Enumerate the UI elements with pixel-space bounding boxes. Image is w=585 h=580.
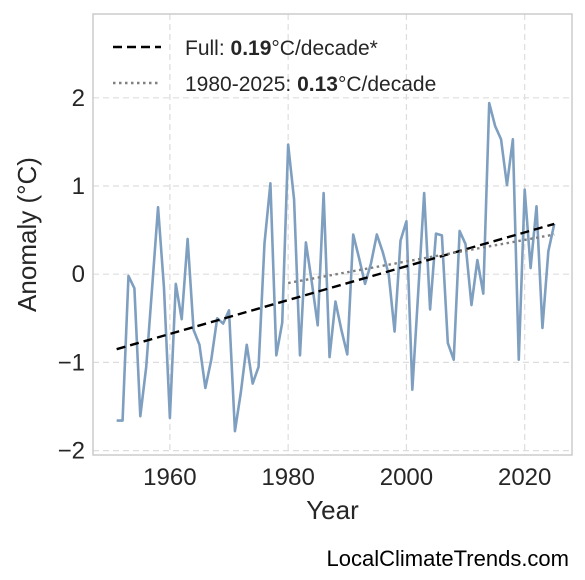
full-trend-line — [116, 222, 555, 351]
anomaly-line — [116, 101, 556, 433]
series-layer — [116, 101, 556, 433]
legend-1980-suffix: °C/decade — [338, 73, 436, 96]
x-tick-label-2020: 2020 — [498, 464, 551, 491]
tick-labels: 1960 1980 2000 2020 −2 −1 0 1 2 — [58, 85, 552, 491]
legend-full-prefix: Full: — [185, 37, 231, 60]
legend: Full: 0.19°C/decade* 1980-2025: 0.13°C/d… — [113, 37, 436, 96]
x-tick-label-1960: 1960 — [143, 464, 196, 491]
y-axis-label: Anomaly (°C) — [12, 157, 42, 312]
y-tick-label--1: −1 — [58, 349, 85, 376]
legend-full-suffix: °C/decade* — [271, 37, 377, 60]
legend-full-value: 0.19 — [231, 37, 272, 60]
y-tick-label-2: 2 — [72, 85, 85, 112]
y-tick-label--2: −2 — [58, 438, 85, 465]
source-credit: LocalClimateTrends.com — [326, 546, 570, 571]
legend-label-1980-trend: 1980-2025: 0.13°C/decade — [185, 73, 436, 96]
legend-1980-value: 0.13 — [297, 73, 338, 96]
x-tick-label-1980: 1980 — [261, 464, 314, 491]
y-tick-label-0: 0 — [72, 261, 85, 288]
x-tick-label-2000: 2000 — [380, 464, 433, 491]
x-axis-label: Year — [306, 495, 359, 525]
legend-label-full-trend: Full: 0.19°C/decade* — [185, 37, 378, 60]
y-tick-label-1: 1 — [72, 173, 85, 200]
legend-1980-prefix: 1980-2025: — [185, 73, 297, 96]
plot-frame — [92, 13, 573, 456]
